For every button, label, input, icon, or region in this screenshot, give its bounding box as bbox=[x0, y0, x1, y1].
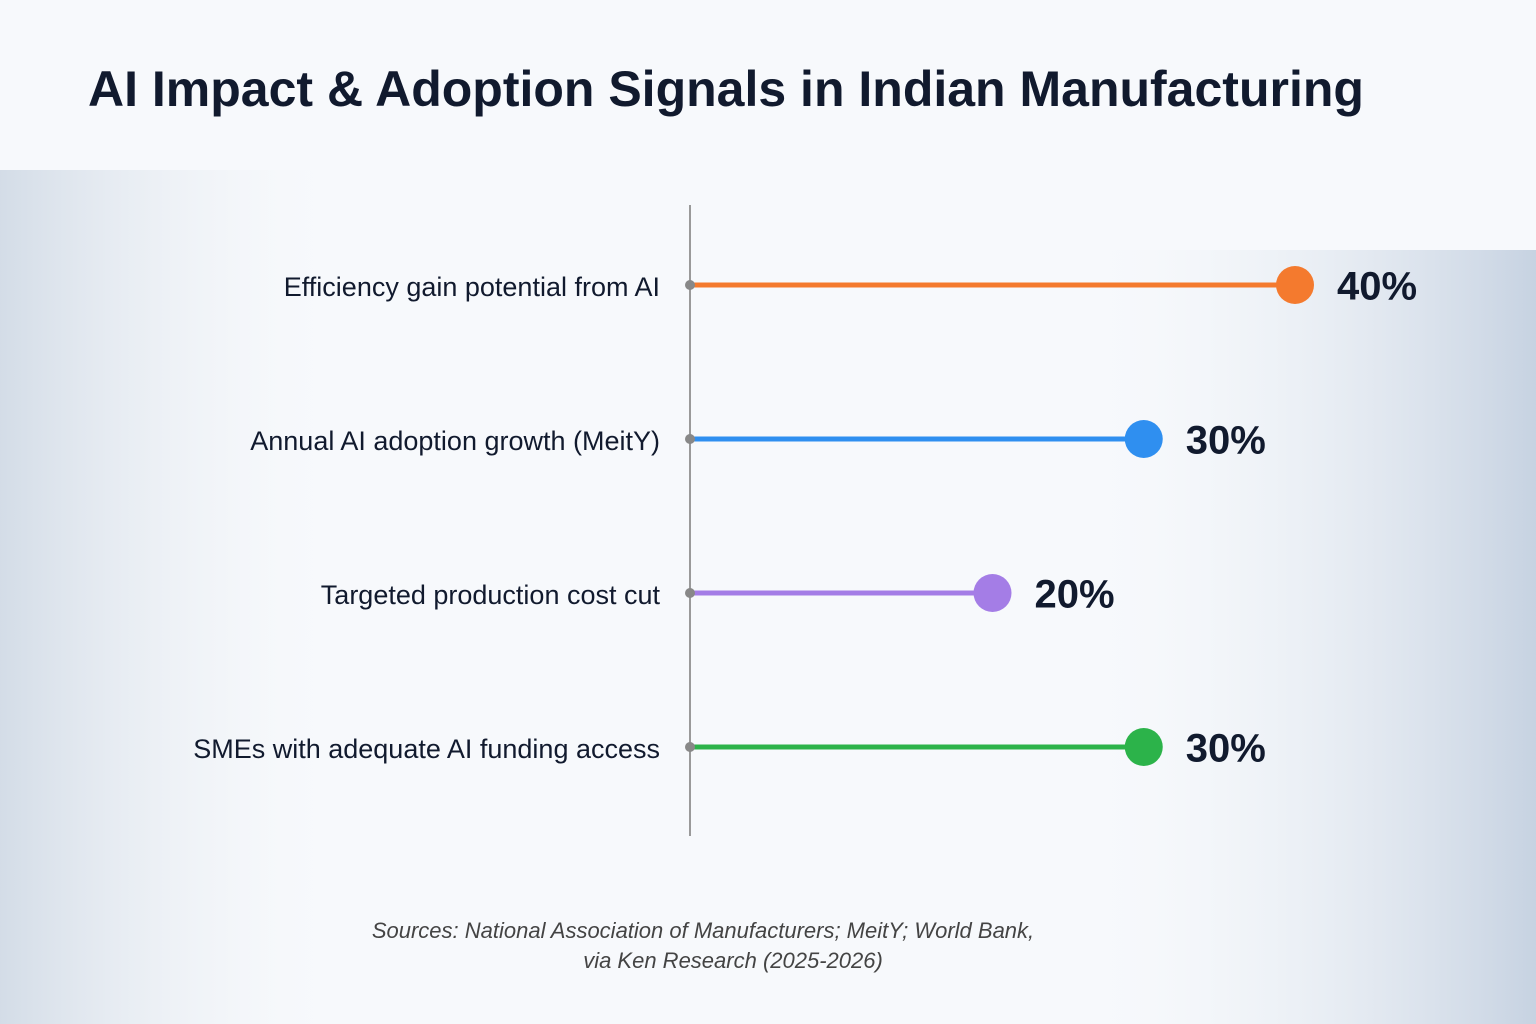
background-left bbox=[0, 170, 380, 1024]
lollipop-head bbox=[973, 574, 1012, 612]
source-note: Sources: National Association of Manufac… bbox=[372, 918, 1034, 943]
axis-dot bbox=[685, 434, 695, 444]
value-label: 30% bbox=[1186, 419, 1266, 463]
category-label: SMEs with adequate AI funding access bbox=[193, 734, 660, 764]
value-label: 40% bbox=[1337, 265, 1417, 309]
axis-dot bbox=[685, 742, 695, 752]
category-label: Targeted production cost cut bbox=[321, 580, 661, 610]
lollipop-head bbox=[1276, 266, 1314, 304]
lollipop-head bbox=[1124, 420, 1163, 458]
category-label: Efficiency gain potential from AI bbox=[284, 272, 660, 302]
background-right bbox=[1050, 250, 1536, 1024]
category-label: Annual AI adoption growth (MeitY) bbox=[250, 426, 660, 456]
axis-dot bbox=[685, 588, 695, 598]
axis-dot bbox=[685, 280, 695, 290]
source-note: via Ken Research (2025-2026) bbox=[583, 948, 883, 973]
value-label: 30% bbox=[1186, 727, 1266, 771]
chart-title: AI Impact & Adoption Signals in Indian M… bbox=[88, 61, 1364, 117]
value-label: 20% bbox=[1035, 573, 1115, 617]
lollipop-head bbox=[1124, 728, 1163, 766]
